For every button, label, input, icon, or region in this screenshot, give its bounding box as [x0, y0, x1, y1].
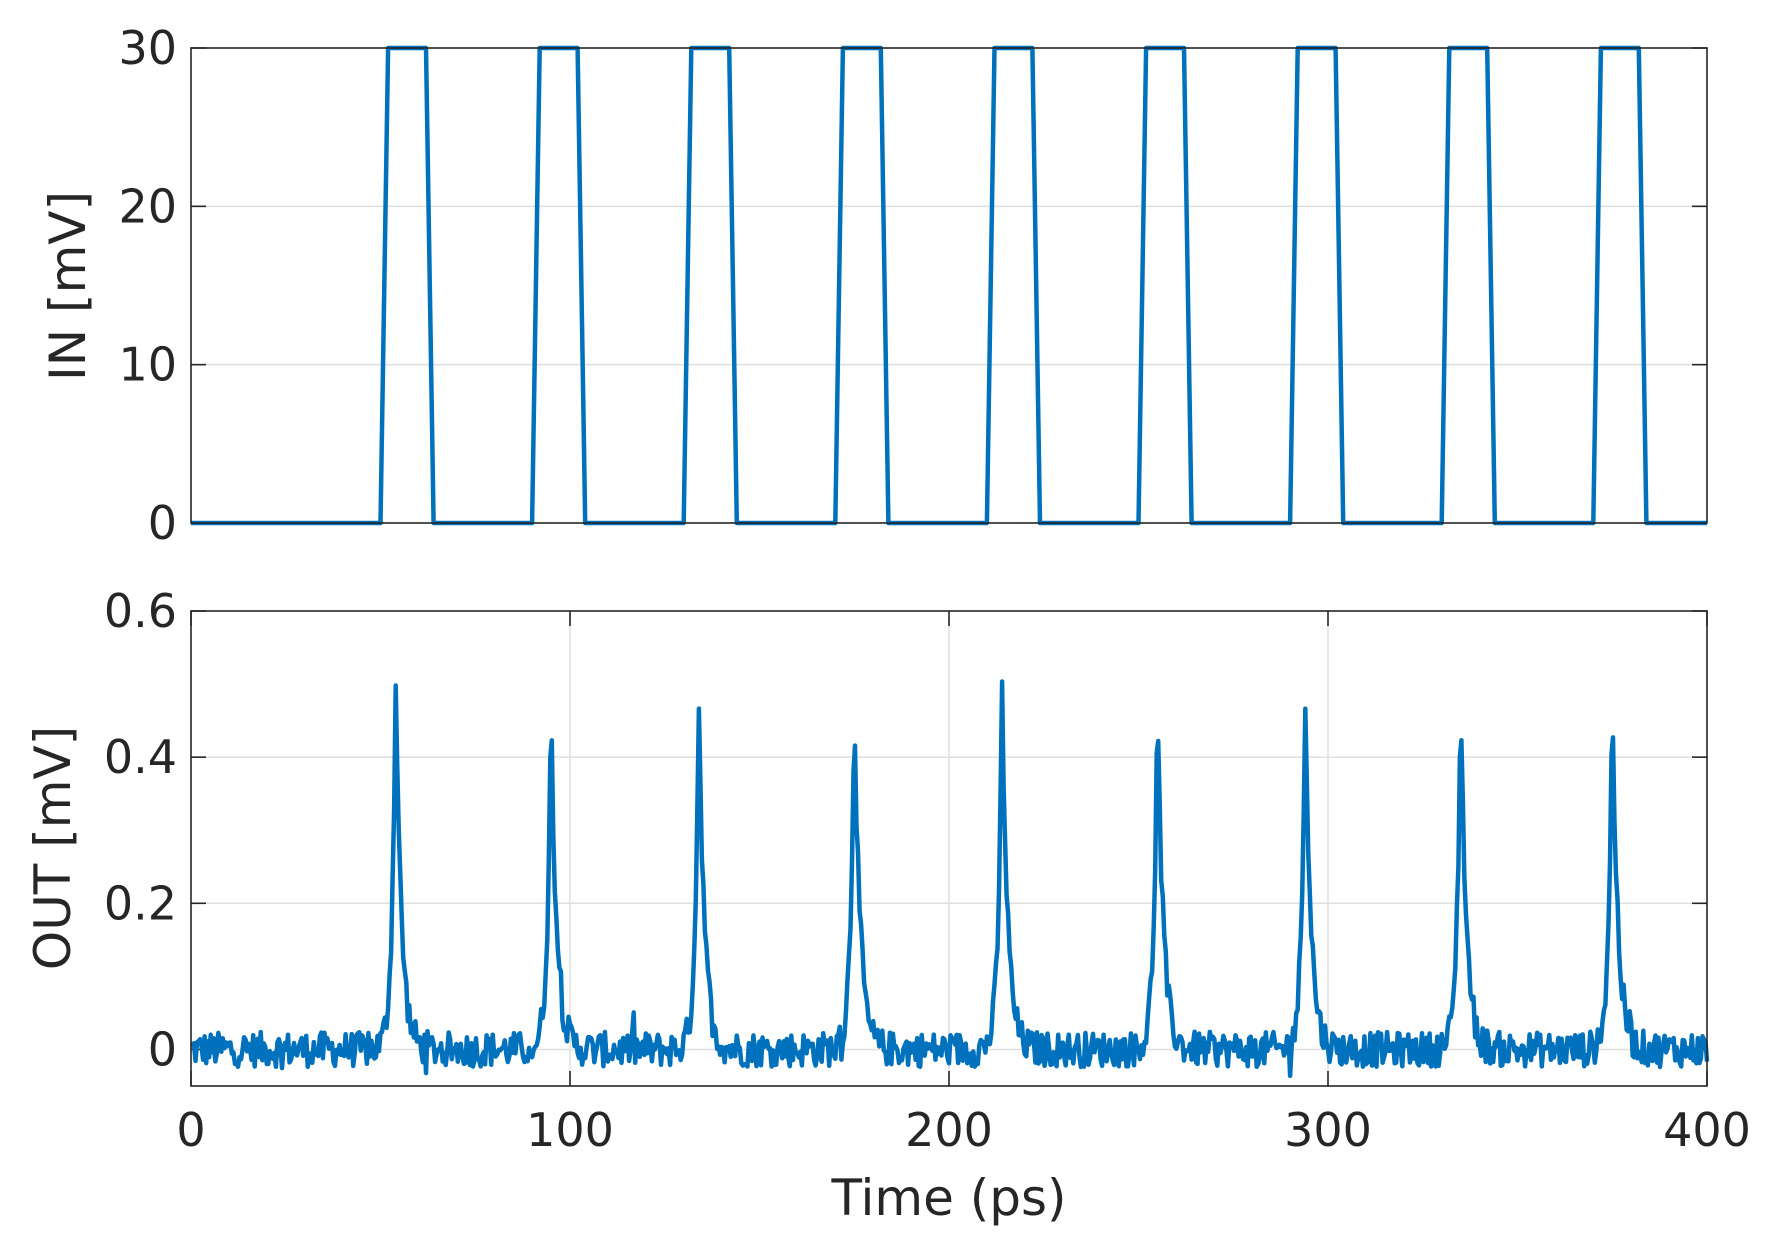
input-grid	[191, 205, 1707, 366]
output-x-tick-label: 300	[1284, 1103, 1372, 1157]
output-series	[189, 679, 1710, 1079]
input-y-axis-title: IN [mV]	[39, 191, 97, 381]
output-axes-box	[190, 610, 1708, 1087]
output-x-tick-label: 400	[1663, 1103, 1751, 1157]
input-chart-panel: 0 10 20 30 IN [mV]	[39, 21, 1708, 550]
output-x-tick-label: 0	[176, 1103, 205, 1157]
input-y-tick-label: 0	[148, 496, 177, 550]
input-y-tick-label: 30	[118, 21, 177, 75]
output-y-tick-label: 0	[148, 1022, 177, 1076]
output-x-tick-label: 100	[526, 1103, 614, 1157]
output-chart-panel: 0 0.2 0.4 0.6 0 100 200 300 400 OUT [mV] Time (p…	[24, 584, 1751, 1227]
input-plot-area	[191, 48, 1707, 523]
output-y-tick-label: 0.2	[104, 876, 177, 930]
output-x-tick-label: 200	[905, 1103, 993, 1157]
output-y-tick-label: 0.4	[104, 730, 177, 784]
output-y-axis-title: OUT [mV]	[24, 726, 82, 970]
x-axis-title: Time (ps)	[830, 1169, 1066, 1227]
input-y-tick-label: 10	[118, 338, 177, 392]
output-ticks: 0 0.2 0.4 0.6 0 100 200 300 400	[104, 584, 1751, 1157]
input-ticks: 0 10 20 30	[118, 21, 1707, 550]
output-y-tick-label: 0.6	[104, 584, 177, 638]
input-axes-box	[190, 47, 1708, 524]
input-y-tick-label: 20	[118, 179, 177, 233]
output-signal-line	[189, 679, 1710, 1079]
